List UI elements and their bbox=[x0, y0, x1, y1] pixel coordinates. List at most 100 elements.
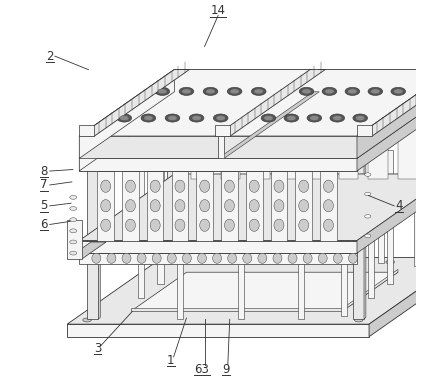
Ellipse shape bbox=[365, 234, 371, 238]
Polygon shape bbox=[172, 166, 196, 171]
Polygon shape bbox=[97, 166, 122, 171]
Polygon shape bbox=[320, 171, 337, 241]
Ellipse shape bbox=[365, 192, 371, 196]
Polygon shape bbox=[280, 110, 299, 179]
Polygon shape bbox=[368, 163, 374, 298]
Polygon shape bbox=[67, 220, 82, 259]
Ellipse shape bbox=[322, 87, 337, 96]
Ellipse shape bbox=[137, 253, 146, 263]
Ellipse shape bbox=[353, 114, 368, 122]
Ellipse shape bbox=[117, 114, 132, 122]
Text: 63: 63 bbox=[194, 363, 209, 376]
Ellipse shape bbox=[386, 260, 394, 264]
Ellipse shape bbox=[119, 115, 129, 120]
Polygon shape bbox=[215, 70, 325, 136]
Ellipse shape bbox=[87, 156, 99, 161]
Ellipse shape bbox=[249, 180, 259, 192]
Ellipse shape bbox=[318, 253, 327, 263]
Ellipse shape bbox=[365, 214, 371, 218]
Ellipse shape bbox=[356, 115, 365, 120]
Ellipse shape bbox=[70, 207, 77, 211]
Polygon shape bbox=[99, 157, 100, 319]
Polygon shape bbox=[215, 125, 230, 136]
Ellipse shape bbox=[391, 87, 406, 96]
Ellipse shape bbox=[324, 219, 333, 231]
Text: 14: 14 bbox=[210, 4, 226, 17]
Polygon shape bbox=[298, 185, 304, 319]
Ellipse shape bbox=[299, 200, 309, 212]
Polygon shape bbox=[79, 174, 444, 241]
Ellipse shape bbox=[310, 115, 319, 120]
Ellipse shape bbox=[230, 89, 239, 94]
Ellipse shape bbox=[330, 114, 345, 122]
Polygon shape bbox=[79, 158, 357, 171]
Ellipse shape bbox=[368, 87, 383, 96]
Polygon shape bbox=[79, 136, 218, 158]
Ellipse shape bbox=[227, 87, 242, 96]
Polygon shape bbox=[196, 171, 213, 241]
Polygon shape bbox=[79, 70, 174, 158]
Text: 1: 1 bbox=[167, 354, 174, 367]
Ellipse shape bbox=[182, 89, 191, 94]
Ellipse shape bbox=[333, 115, 342, 120]
Text: 9: 9 bbox=[222, 363, 230, 376]
Ellipse shape bbox=[101, 200, 111, 212]
Ellipse shape bbox=[101, 180, 111, 192]
Ellipse shape bbox=[228, 253, 237, 263]
Ellipse shape bbox=[189, 114, 204, 122]
Ellipse shape bbox=[225, 219, 234, 231]
Ellipse shape bbox=[200, 200, 210, 212]
Polygon shape bbox=[67, 258, 444, 324]
Ellipse shape bbox=[348, 89, 357, 94]
Ellipse shape bbox=[166, 260, 174, 264]
Polygon shape bbox=[221, 166, 246, 171]
Polygon shape bbox=[357, 125, 372, 136]
Polygon shape bbox=[246, 171, 262, 241]
Ellipse shape bbox=[213, 114, 228, 122]
Ellipse shape bbox=[155, 87, 170, 96]
Ellipse shape bbox=[324, 200, 333, 212]
Polygon shape bbox=[196, 166, 221, 171]
Ellipse shape bbox=[168, 115, 177, 120]
Ellipse shape bbox=[150, 219, 160, 231]
Ellipse shape bbox=[299, 219, 309, 231]
Ellipse shape bbox=[213, 253, 222, 263]
Polygon shape bbox=[398, 110, 418, 179]
Ellipse shape bbox=[353, 156, 365, 161]
Ellipse shape bbox=[274, 219, 284, 231]
Polygon shape bbox=[433, 103, 444, 263]
Ellipse shape bbox=[83, 318, 91, 322]
Polygon shape bbox=[79, 92, 174, 171]
Ellipse shape bbox=[333, 253, 342, 263]
Polygon shape bbox=[178, 185, 183, 319]
Ellipse shape bbox=[167, 253, 176, 263]
Polygon shape bbox=[67, 324, 369, 337]
Ellipse shape bbox=[432, 100, 444, 105]
Ellipse shape bbox=[225, 200, 234, 212]
Ellipse shape bbox=[107, 253, 116, 263]
Ellipse shape bbox=[70, 195, 77, 199]
Polygon shape bbox=[353, 159, 364, 319]
Polygon shape bbox=[250, 110, 270, 179]
Polygon shape bbox=[221, 171, 238, 241]
Ellipse shape bbox=[274, 180, 284, 192]
Polygon shape bbox=[271, 171, 287, 241]
Ellipse shape bbox=[126, 180, 135, 192]
Polygon shape bbox=[79, 253, 357, 264]
Polygon shape bbox=[318, 128, 324, 263]
Ellipse shape bbox=[150, 200, 160, 212]
Polygon shape bbox=[79, 70, 313, 136]
Polygon shape bbox=[131, 272, 398, 311]
Ellipse shape bbox=[203, 87, 218, 96]
Ellipse shape bbox=[192, 115, 201, 120]
Ellipse shape bbox=[200, 219, 210, 231]
Polygon shape bbox=[357, 92, 444, 171]
Polygon shape bbox=[147, 171, 163, 241]
Ellipse shape bbox=[303, 253, 312, 263]
Ellipse shape bbox=[354, 318, 363, 322]
Polygon shape bbox=[295, 171, 312, 241]
Ellipse shape bbox=[249, 200, 259, 212]
Ellipse shape bbox=[152, 253, 161, 263]
Ellipse shape bbox=[179, 87, 194, 96]
Ellipse shape bbox=[299, 180, 309, 192]
